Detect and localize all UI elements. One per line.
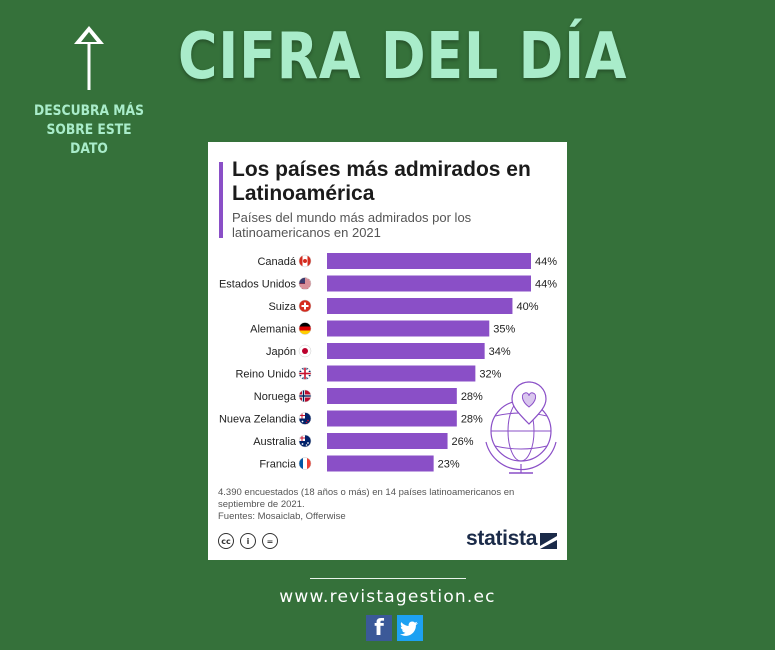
bar [327, 410, 457, 427]
survey-note: 4.390 encuestados (18 años o más) en 14 … [218, 487, 515, 510]
chart-subtitle: Países del mundo más admirados por los l… [232, 210, 472, 240]
bar-group-nueva-zelandia: Nueva Zelandia 28% [219, 410, 483, 427]
bar-group-australia: Australia 26% [253, 433, 474, 449]
bar-group-alemania: Alemania 35% [250, 320, 516, 337]
bar [327, 365, 476, 382]
title-accent-bar [219, 162, 223, 238]
category-label: Suiza [268, 301, 296, 313]
category-label: Nueva Zelandia [219, 414, 297, 426]
headline: CIFRA DEL DÍA [178, 20, 628, 94]
value-label: 28% [461, 414, 483, 426]
australia-flag-icon [298, 434, 312, 448]
value-label: 44% [535, 256, 557, 268]
no-derivatives-icon: = [262, 533, 278, 549]
category-label: Francia [259, 459, 297, 471]
bar [327, 433, 448, 449]
france-flag-icon [298, 457, 312, 470]
category-label: Reino Unido [235, 369, 296, 381]
norway-flag-icon [298, 389, 312, 403]
statista-logo: statista [466, 527, 538, 550]
category-label: Japón [266, 346, 296, 358]
chart-card: Los países más admirados en Latinoaméric… [208, 142, 567, 560]
arrow-up-icon [74, 26, 104, 90]
facebook-icon[interactable]: f [366, 615, 392, 641]
bar-group-francia: Francia 23% [259, 455, 460, 472]
canada-flag-icon [298, 254, 312, 268]
category-label: Estados Unidos [219, 279, 297, 291]
value-label: 35% [493, 324, 515, 336]
twitter-icon[interactable] [397, 615, 423, 641]
bar [327, 275, 531, 292]
bar-group-suiza: Suiza 40% [268, 298, 539, 314]
category-label: Australia [253, 436, 297, 448]
bar-group-canada: Canadá 44% [257, 253, 557, 269]
bar [327, 388, 457, 404]
germany-flag-icon [298, 322, 312, 335]
bar [327, 343, 485, 359]
sources-note: Fuentes: Mosaiclab, Offerwise [218, 511, 346, 522]
switzerland-flag-icon [298, 299, 312, 313]
bar [327, 455, 434, 472]
value-label: 40% [516, 301, 538, 313]
usa-flag-icon [298, 277, 312, 290]
category-label: Alemania [250, 324, 297, 336]
footnote: 4.390 encuestados (18 años o más) en 14 … [218, 487, 548, 523]
chart-title: Los países más admirados en Latinoaméric… [232, 158, 531, 205]
divider [310, 578, 466, 579]
value-label: 34% [489, 346, 511, 358]
value-label: 32% [479, 369, 501, 381]
side-note[interactable]: DESCUBRA MÁS SOBRE ESTE DATO [34, 103, 144, 157]
bar-group-noruega: Noruega 28% [254, 388, 483, 404]
creative-commons-icon: cc [218, 533, 234, 549]
bar-group-reino-unido: Reino Unido 32% [235, 365, 502, 382]
uk-flag-icon [298, 367, 312, 380]
value-label: 23% [438, 459, 460, 471]
bar [327, 320, 490, 337]
globe-heart-icon [485, 381, 557, 474]
category-label: Canadá [257, 256, 296, 268]
bar [327, 253, 531, 269]
japan-flag-icon [298, 344, 312, 358]
category-label: Noruega [254, 391, 297, 403]
bar-group-japon: Japón 34% [266, 343, 511, 359]
bar-chart: Canadá 44%Estados Unidos 44%Suiza 40%Aleman… [219, 253, 557, 474]
bar-group-estados-unidos: Estados Unidos 44% [219, 275, 557, 292]
new-zealand-flag-icon [298, 412, 312, 425]
value-label: 26% [452, 436, 474, 448]
attribution-icon: i [240, 533, 256, 549]
website-link[interactable]: www.revistagestion.ec [279, 587, 496, 607]
bar [327, 298, 513, 314]
value-label: 28% [461, 391, 483, 403]
statista-mark-icon [540, 533, 557, 549]
value-label: 44% [535, 279, 557, 291]
